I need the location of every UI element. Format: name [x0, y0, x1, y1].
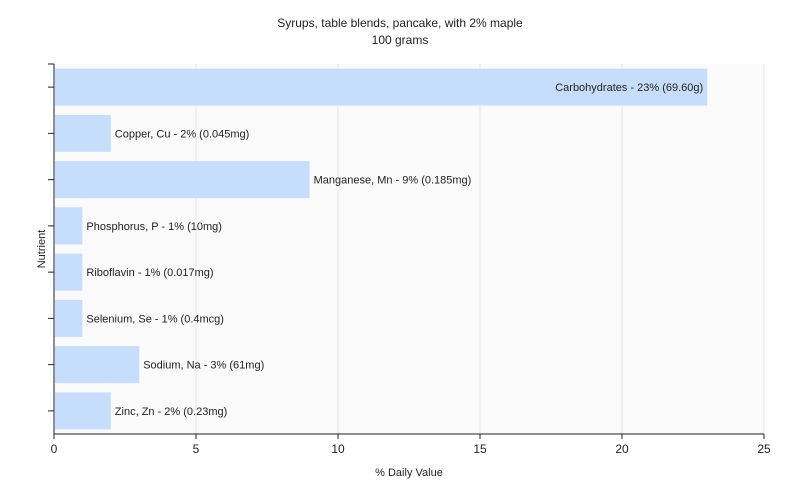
plot-area [54, 64, 764, 434]
bar [55, 392, 111, 430]
x-tick-label: 15 [473, 442, 487, 456]
bar-label: Riboflavin - 1% (0.017mg) [86, 267, 213, 279]
x-tick-label: 25 [757, 442, 771, 456]
chart-subtitle: 100 grams [372, 33, 429, 47]
x-tick-label: 20 [615, 442, 629, 456]
y-axis-title: Nutrient [36, 230, 48, 269]
chart-title: Syrups, table blends, pancake, with 2% m… [277, 16, 523, 30]
bar [55, 346, 140, 384]
bar-label: Zinc, Zn - 2% (0.23mg) [115, 406, 227, 418]
bar [55, 207, 83, 245]
grid-lines [195, 64, 765, 434]
bars: Carbohydrates - 23% (69.60g) Copper, Cu -… [55, 68, 708, 430]
bar [55, 253, 83, 291]
axes: 0 5 10 15 20 25 [48, 63, 771, 456]
bar [55, 114, 111, 152]
x-axis-title: % Daily Value [375, 467, 443, 479]
bar-label: Carbohydrates - 23% (69.60g) [555, 82, 703, 94]
x-tick-label: 10 [331, 442, 345, 456]
bar-label: Sodium, Na - 3% (61mg) [143, 360, 264, 372]
bar [55, 299, 83, 337]
bar [55, 161, 310, 199]
bar-label: Copper, Cu - 2% (0.045mg) [115, 128, 250, 140]
bar [55, 68, 708, 106]
bar-label: Selenium, Se - 1% (0.4mcg) [86, 313, 224, 325]
bar-label: Phosphorus, P - 1% (10mg) [86, 221, 222, 233]
x-tick-label: 5 [193, 442, 200, 456]
bar-label: Manganese, Mn - 9% (0.185mg) [314, 175, 472, 187]
x-tick-label: 0 [51, 442, 58, 456]
